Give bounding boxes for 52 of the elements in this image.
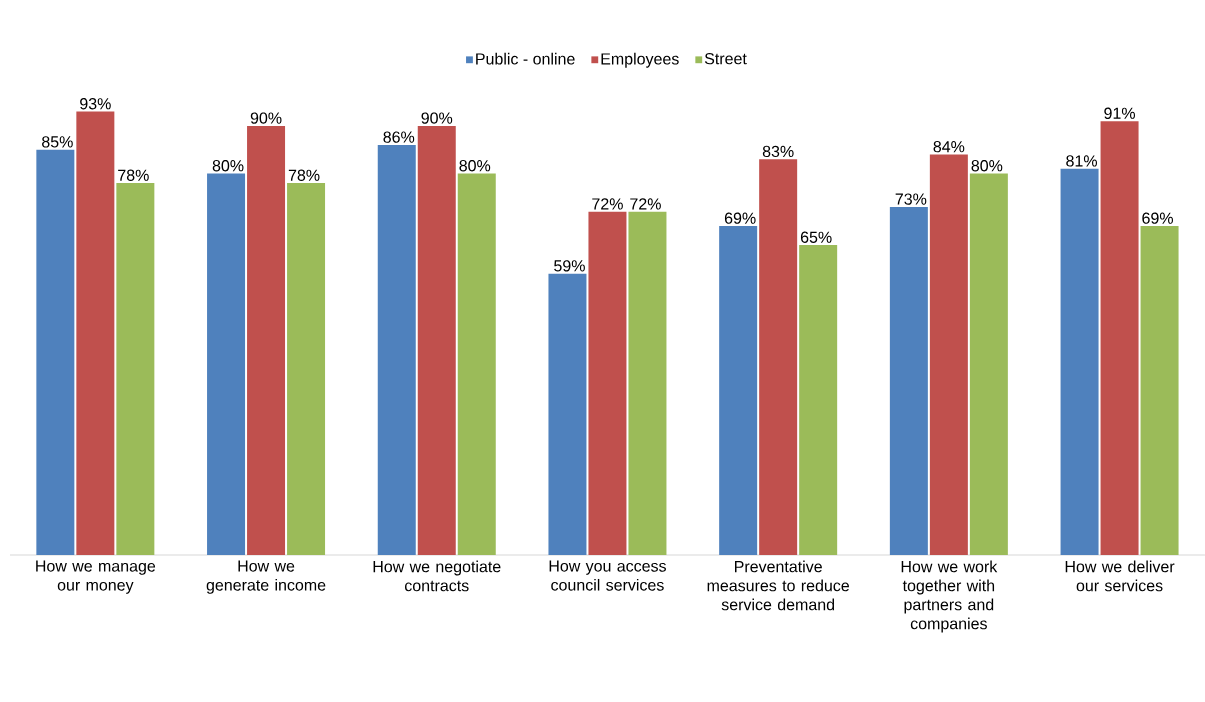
x-tick-label: How we generate income bbox=[206, 560, 326, 594]
bar bbox=[76, 111, 115, 555]
data-label: 85% bbox=[42, 136, 73, 148]
bar bbox=[247, 125, 286, 555]
x-tick-label: How we manage our money bbox=[36, 560, 156, 594]
bar bbox=[759, 159, 798, 555]
bar bbox=[1140, 226, 1179, 555]
bar bbox=[457, 173, 496, 555]
bar bbox=[719, 226, 758, 555]
data-label: 84% bbox=[933, 140, 965, 153]
x-tick-label: How we negotiate contracts bbox=[373, 560, 501, 592]
bar bbox=[417, 125, 456, 555]
data-label: 78% bbox=[288, 169, 320, 181]
bar bbox=[1060, 168, 1099, 555]
data-label: 65% bbox=[800, 231, 832, 243]
data-label: 72% bbox=[630, 198, 661, 210]
bar bbox=[116, 183, 155, 555]
data-label: 73% bbox=[895, 193, 927, 205]
bar bbox=[628, 211, 667, 555]
data-label: 90% bbox=[421, 112, 453, 124]
legend-label: Public - online bbox=[476, 52, 575, 65]
bar bbox=[36, 149, 75, 555]
bar bbox=[969, 173, 1008, 555]
x-tick-label: Preventative measures to reduce service demand bbox=[707, 560, 850, 611]
bar bbox=[287, 183, 326, 555]
data-label: 86% bbox=[383, 131, 415, 143]
bar bbox=[929, 154, 968, 555]
data-label: 80% bbox=[459, 160, 491, 172]
legend-label: Employees bbox=[601, 52, 679, 68]
x-tick-label: How we work together with partners and companies bbox=[901, 560, 998, 633]
data-label: 81% bbox=[1066, 155, 1097, 167]
data-label: 72% bbox=[592, 198, 623, 210]
legend-label: Street bbox=[704, 53, 747, 65]
data-label: 69% bbox=[1142, 212, 1173, 224]
bar bbox=[889, 206, 928, 555]
data-label: 78% bbox=[118, 169, 149, 181]
data-label: 69% bbox=[724, 212, 756, 224]
bar bbox=[799, 245, 838, 555]
data-label: 80% bbox=[971, 160, 1003, 172]
data-label: 80% bbox=[212, 160, 244, 172]
bar bbox=[1100, 121, 1139, 555]
bar bbox=[377, 144, 416, 555]
x-tick-label: How we deliver our services bbox=[1065, 560, 1175, 592]
bar bbox=[548, 273, 587, 555]
bar bbox=[207, 173, 246, 555]
data-label: 93% bbox=[80, 98, 111, 110]
data-label: 91% bbox=[1104, 107, 1135, 119]
x-tick-label: How you access council services bbox=[549, 560, 666, 591]
data-label: 83% bbox=[762, 145, 794, 158]
data-label: 59% bbox=[554, 260, 585, 272]
data-label: 90% bbox=[250, 112, 282, 124]
bar bbox=[588, 211, 627, 555]
